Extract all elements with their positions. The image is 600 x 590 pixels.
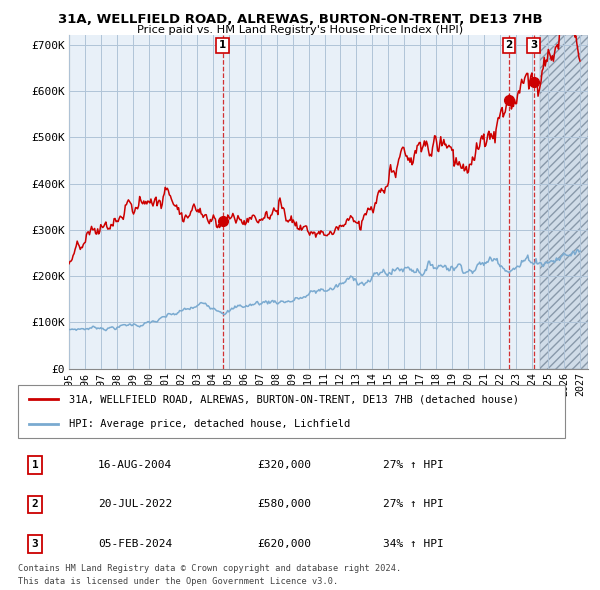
Text: 27% ↑ HPI: 27% ↑ HPI <box>383 500 443 509</box>
FancyBboxPatch shape <box>18 385 565 438</box>
Text: 31A, WELLFIELD ROAD, ALREWAS, BURTON-ON-TRENT, DE13 7HB (detached house): 31A, WELLFIELD ROAD, ALREWAS, BURTON-ON-… <box>70 394 519 404</box>
Text: 1: 1 <box>32 460 38 470</box>
Text: 16-AUG-2004: 16-AUG-2004 <box>98 460 172 470</box>
Text: This data is licensed under the Open Government Licence v3.0.: This data is licensed under the Open Gov… <box>18 577 338 586</box>
Text: 1: 1 <box>219 40 226 50</box>
Text: 2: 2 <box>505 40 512 50</box>
Text: Price paid vs. HM Land Registry's House Price Index (HPI): Price paid vs. HM Land Registry's House … <box>137 25 463 35</box>
Text: 2: 2 <box>32 500 38 509</box>
Text: 27% ↑ HPI: 27% ↑ HPI <box>383 460 443 470</box>
Text: 20-JUL-2022: 20-JUL-2022 <box>98 500 172 509</box>
Text: 3: 3 <box>32 539 38 549</box>
Bar <box>540 35 588 369</box>
Text: Contains HM Land Registry data © Crown copyright and database right 2024.: Contains HM Land Registry data © Crown c… <box>18 564 401 573</box>
Text: 3: 3 <box>530 40 537 50</box>
Text: 05-FEB-2024: 05-FEB-2024 <box>98 539 172 549</box>
Text: 34% ↑ HPI: 34% ↑ HPI <box>383 539 443 549</box>
Text: £580,000: £580,000 <box>257 500 311 509</box>
Text: £620,000: £620,000 <box>257 539 311 549</box>
Text: 31A, WELLFIELD ROAD, ALREWAS, BURTON-ON-TRENT, DE13 7HB: 31A, WELLFIELD ROAD, ALREWAS, BURTON-ON-… <box>58 13 542 26</box>
Text: £320,000: £320,000 <box>257 460 311 470</box>
Text: HPI: Average price, detached house, Lichfield: HPI: Average price, detached house, Lich… <box>70 419 350 429</box>
Bar <box>540 35 588 369</box>
